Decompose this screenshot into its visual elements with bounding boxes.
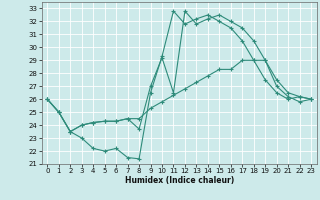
X-axis label: Humidex (Indice chaleur): Humidex (Indice chaleur) [124, 176, 234, 185]
